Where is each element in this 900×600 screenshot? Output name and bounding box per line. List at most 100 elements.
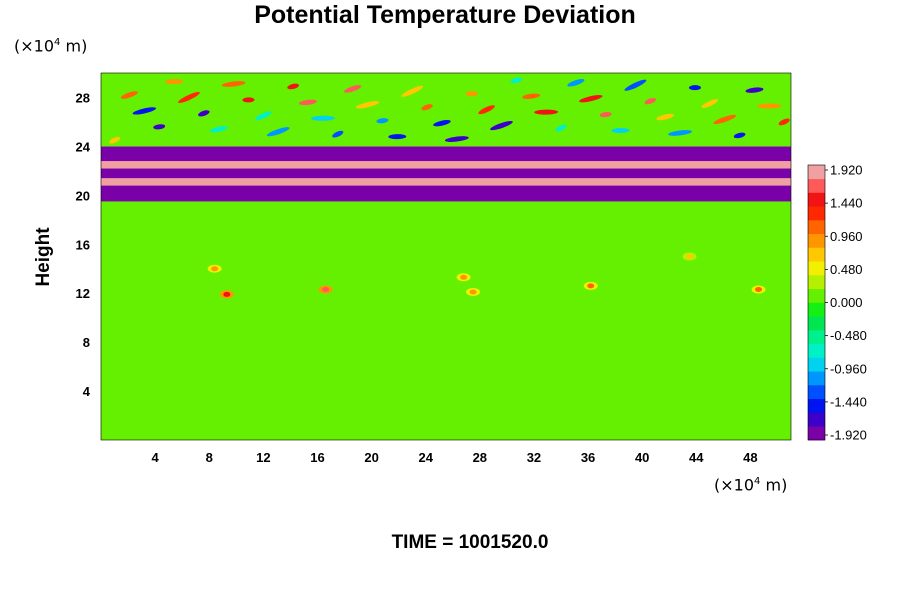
colorbar-cell bbox=[808, 247, 825, 262]
x-tick-label: 12 bbox=[256, 450, 270, 465]
x-tick-labels: 4 8 12 16 20 24 28 32 36 40 44 48 bbox=[152, 450, 758, 465]
y-tick-label: 24 bbox=[76, 139, 91, 154]
wave-patch bbox=[355, 101, 380, 109]
wave-patch bbox=[624, 79, 647, 91]
colorbar-cell bbox=[808, 275, 825, 290]
colorbar-cell bbox=[808, 192, 825, 207]
wave-patch bbox=[433, 119, 451, 127]
wave-patch bbox=[401, 85, 424, 97]
wave-patch bbox=[611, 127, 630, 134]
wave-patch bbox=[255, 111, 272, 121]
hotspot bbox=[211, 266, 219, 272]
x-tick-label: 8 bbox=[206, 450, 213, 465]
y-axis-unit: (×104 m) bbox=[14, 36, 88, 56]
wave-patch bbox=[713, 114, 737, 125]
colorbar-cell bbox=[808, 316, 825, 331]
colorbar-cell bbox=[808, 206, 825, 221]
hotspot bbox=[322, 287, 330, 293]
colorbar-cell bbox=[808, 261, 825, 276]
colorbar-cell bbox=[808, 398, 825, 413]
x-tick-label: 48 bbox=[743, 450, 757, 465]
wave-patch bbox=[745, 87, 764, 93]
x-axis-unit: (×104 m) bbox=[714, 475, 788, 495]
colorbar-cell bbox=[808, 302, 825, 317]
x-tick-label: 44 bbox=[689, 450, 704, 465]
hotspot bbox=[469, 289, 477, 295]
heatmap-band bbox=[101, 73, 791, 147]
wave-patch bbox=[579, 95, 603, 103]
wave-patch bbox=[444, 136, 469, 142]
colorbar-cell bbox=[808, 412, 825, 427]
colorbar-tick-label: 1.440 bbox=[830, 196, 863, 211]
colorbar-tick-labels: 1.920 1.440 0.960 0.480 0.000 -0.480 -0.960 -1.… bbox=[825, 163, 867, 443]
heatmap-band bbox=[101, 161, 791, 169]
wave-patch bbox=[490, 121, 513, 131]
x-tick-label: 28 bbox=[473, 450, 487, 465]
y-tick-label: 28 bbox=[76, 90, 90, 105]
colorbar-cell bbox=[808, 165, 825, 180]
wave-patch bbox=[701, 99, 719, 109]
x-tick-label: 36 bbox=[581, 450, 595, 465]
colorbar-cell bbox=[808, 385, 825, 400]
colorbar-cell bbox=[808, 178, 825, 193]
colorbar bbox=[807, 164, 826, 441]
x-tick-label: 4 bbox=[152, 450, 160, 465]
wave-patch bbox=[153, 124, 166, 130]
y-tick-label: 20 bbox=[76, 188, 90, 203]
x-tick-label: 32 bbox=[527, 450, 541, 465]
colorbar-cell bbox=[808, 233, 825, 248]
y-tick-label: 12 bbox=[76, 286, 90, 301]
heatmap-band bbox=[101, 178, 791, 186]
y-tick-label: 4 bbox=[83, 384, 91, 399]
y-tick-label: 8 bbox=[83, 335, 90, 350]
wave-patch bbox=[310, 115, 335, 121]
x-tick-label: 20 bbox=[364, 450, 378, 465]
wave-patch bbox=[567, 79, 585, 87]
colorbar-tick-label: 0.480 bbox=[830, 262, 863, 277]
time-label: TIME = 1001520.0 bbox=[391, 532, 549, 553]
y-tick-labels: 4 8 12 16 20 24 28 bbox=[76, 90, 91, 399]
heatmap-band bbox=[101, 146, 791, 162]
wave-patch bbox=[299, 99, 317, 106]
wave-patch bbox=[421, 104, 433, 111]
wave-patch bbox=[108, 136, 121, 144]
x-tick-label: 40 bbox=[635, 450, 649, 465]
wave-patch bbox=[733, 132, 746, 139]
wave-patch bbox=[376, 118, 389, 124]
wave-patch bbox=[478, 105, 495, 115]
colorbar-tick-label: -1.440 bbox=[830, 394, 867, 409]
wave-patch bbox=[132, 107, 157, 115]
heatmap-band bbox=[101, 168, 791, 179]
wave-patch bbox=[266, 127, 290, 137]
wave-patch bbox=[388, 134, 407, 140]
wave-patch bbox=[242, 97, 255, 103]
wave-patch bbox=[778, 118, 790, 126]
colorbar-tick-label: 0.000 bbox=[830, 295, 863, 310]
wave-patch bbox=[287, 83, 299, 90]
wave-patch bbox=[510, 77, 523, 84]
wave-patch bbox=[198, 110, 210, 117]
wave-patch bbox=[332, 130, 344, 138]
colorbar-tick-label: -0.480 bbox=[830, 328, 867, 343]
wave-patch bbox=[344, 85, 362, 93]
wave-patch bbox=[221, 81, 246, 87]
wave-patch bbox=[534, 109, 559, 115]
colorbar-tick-label: -1.920 bbox=[830, 428, 867, 443]
wave-patch bbox=[644, 98, 657, 105]
colorbar-tick-label: -0.960 bbox=[830, 361, 867, 376]
wave-patch bbox=[120, 91, 138, 99]
chart-title: Potential Temperature Deviation bbox=[254, 1, 636, 29]
colorbar-cell bbox=[808, 357, 825, 372]
y-tick-label: 16 bbox=[76, 237, 90, 252]
x-tick-label: 24 bbox=[418, 450, 433, 465]
wave-patch bbox=[757, 103, 782, 109]
wave-patch bbox=[656, 113, 674, 121]
plot-frame bbox=[100, 72, 792, 441]
heatmap-band bbox=[101, 201, 791, 440]
wave-patch bbox=[165, 79, 184, 85]
colorbar-tick-label: 1.920 bbox=[830, 163, 863, 178]
heatmap-field bbox=[101, 73, 791, 440]
heatmap-band bbox=[101, 185, 791, 202]
wave-patch bbox=[522, 93, 541, 99]
